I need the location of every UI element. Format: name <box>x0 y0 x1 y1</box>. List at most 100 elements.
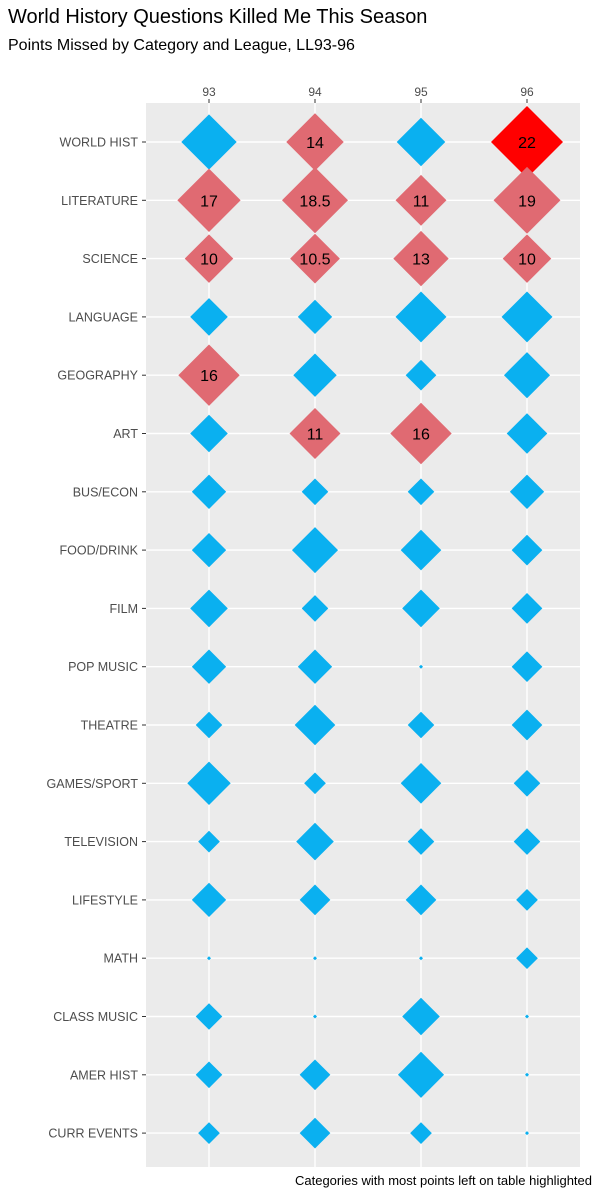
x-tick-label: 93 <box>202 85 216 99</box>
data-point <box>419 956 423 961</box>
y-tick-label: AMER HIST <box>70 1068 138 1082</box>
data-point <box>190 414 228 453</box>
y-tick-label: CLASS MUSIC <box>53 1010 138 1024</box>
data-point <box>402 997 440 1036</box>
data-point <box>290 233 340 284</box>
data-point <box>400 762 442 804</box>
data-point <box>297 299 333 335</box>
data-point <box>419 664 423 669</box>
data-label: 11 <box>307 427 324 444</box>
data-point <box>178 344 240 406</box>
data-point <box>190 298 228 336</box>
data-point <box>506 413 548 454</box>
data-label: 22 <box>518 135 536 152</box>
data-point <box>509 474 545 509</box>
y-tick-label: LANGUAGE <box>69 310 138 324</box>
y-tick-label: GEOGRAPHY <box>57 369 138 383</box>
data-point <box>191 532 227 568</box>
data-label: 11 <box>413 193 430 210</box>
data-point <box>301 478 329 506</box>
data-point <box>395 291 447 343</box>
data-point <box>511 534 543 566</box>
data-point <box>397 1051 445 1098</box>
x-tick-label: 95 <box>414 85 428 99</box>
y-tick-label: GAMES/SPORT <box>47 777 139 791</box>
data-point <box>405 884 437 916</box>
data-label: 10 <box>200 252 218 269</box>
data-point <box>207 956 211 961</box>
data-point <box>405 359 437 391</box>
x-tick-label: 94 <box>308 85 322 99</box>
data-point <box>511 709 543 741</box>
data-point <box>187 761 231 806</box>
data-label: 17 <box>200 193 218 210</box>
y-tick-label: WORLD HIST <box>60 136 139 150</box>
data-point <box>511 593 543 624</box>
y-tick-label: FILM <box>110 602 138 616</box>
data-point <box>511 651 543 683</box>
data-point <box>407 478 435 506</box>
data-point <box>493 166 561 234</box>
x-tick-label: 96 <box>520 85 534 99</box>
data-point <box>191 649 227 684</box>
data-point <box>402 589 440 628</box>
data-point <box>301 595 329 622</box>
data-point <box>299 1059 331 1091</box>
data-point <box>299 884 331 916</box>
data-point <box>516 889 538 911</box>
data-point <box>513 828 541 855</box>
data-point <box>191 474 227 509</box>
data-point <box>291 527 339 574</box>
y-tick-label: SCIENCE <box>82 252 138 266</box>
data-point <box>281 167 349 234</box>
y-tick-label: FOOD/DRINK <box>60 544 139 558</box>
data-point <box>313 956 317 961</box>
data-point <box>296 822 334 861</box>
data-label: 16 <box>200 368 218 385</box>
data-point <box>293 353 337 397</box>
y-tick-label: BUS/ECON <box>73 485 138 499</box>
data-point <box>286 113 344 171</box>
data-label: 14 <box>306 135 324 152</box>
data-label: 16 <box>412 427 430 444</box>
y-tick-label: LITERATURE <box>61 194 138 208</box>
data-point <box>390 402 452 465</box>
data-point <box>503 352 551 399</box>
data-point <box>516 947 538 970</box>
data-point <box>313 1014 317 1019</box>
data-point <box>184 234 234 283</box>
data-point <box>525 1072 529 1077</box>
data-point <box>297 649 333 684</box>
data-label: 13 <box>412 252 430 269</box>
data-point <box>407 828 435 855</box>
data-point <box>407 711 435 739</box>
data-point <box>299 1117 331 1149</box>
data-point <box>525 1131 529 1136</box>
data-point <box>393 230 449 287</box>
chart-title: World History Questions Killed Me This S… <box>8 6 428 28</box>
data-point <box>198 1122 220 1144</box>
data-label: 19 <box>518 193 536 210</box>
data-point <box>289 408 341 459</box>
data-point <box>191 882 227 918</box>
data-point <box>195 1061 223 1089</box>
data-point <box>400 529 442 571</box>
data-point <box>491 106 563 178</box>
data-point <box>198 830 220 853</box>
plot-panel <box>146 103 580 1167</box>
data-point <box>502 234 552 283</box>
y-tick-label: LIFESTYLE <box>72 893 138 907</box>
data-point <box>525 1014 529 1019</box>
chart-subtitle: Points Missed by Category and League, LL… <box>8 37 355 54</box>
chart-caption: Categories with most points left on tabl… <box>294 1173 592 1188</box>
y-tick-label: ART <box>113 427 138 441</box>
data-point <box>513 770 541 797</box>
data-point <box>410 1122 432 1144</box>
data-point <box>501 291 553 343</box>
data-point <box>304 772 326 795</box>
data-label: 10.5 <box>299 252 330 269</box>
y-tick-label: THEATRE <box>81 719 138 733</box>
data-point <box>294 704 336 746</box>
